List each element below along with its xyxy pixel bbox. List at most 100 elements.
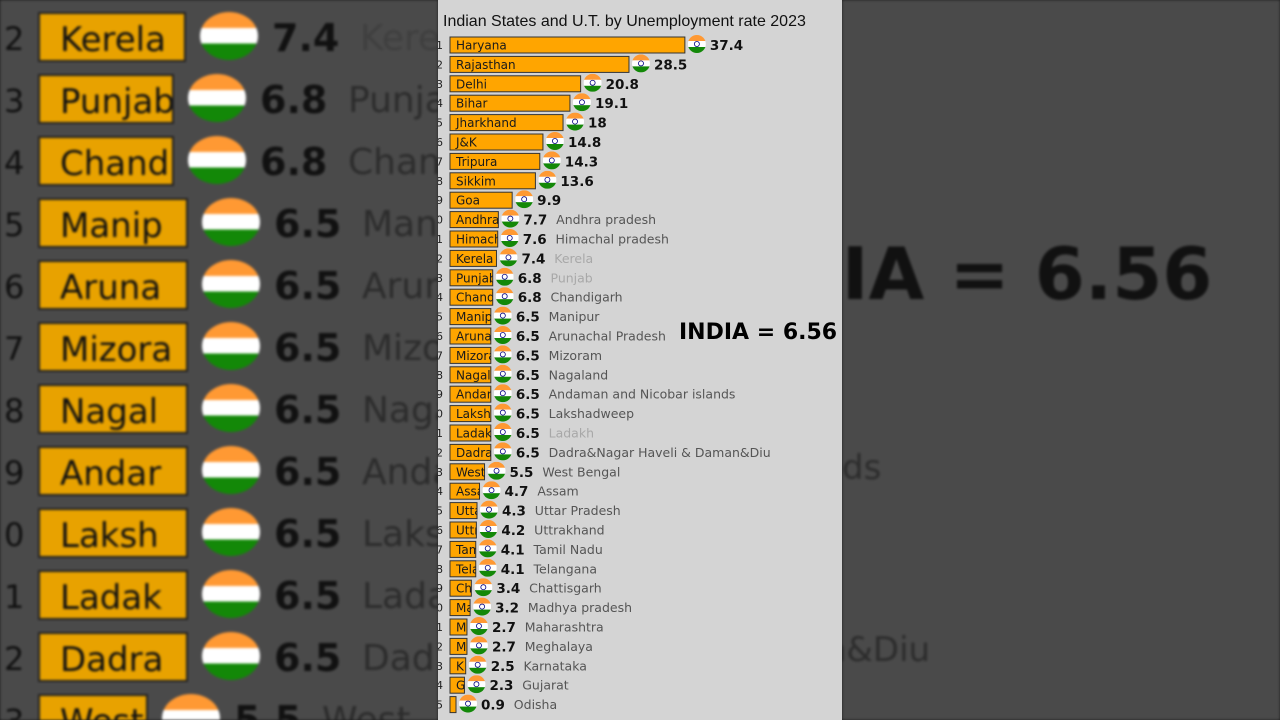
flag-white (480, 506, 499, 513)
india-flag-icon (202, 260, 260, 308)
india-flag-icon (188, 136, 246, 184)
flag-green (487, 473, 506, 480)
bar-row: 9 Ch 3.4 Chattisgarh (438, 578, 602, 597)
india-flag-icon (482, 481, 501, 500)
flag-chakra (507, 215, 514, 222)
india-flag-icon (202, 446, 260, 494)
background-value: 5.5 (234, 698, 302, 720)
bar-label: Kerela (456, 252, 493, 266)
bar-label: Tela (455, 562, 479, 576)
india-flag-icon (202, 570, 260, 618)
bar-label: Punjab (456, 271, 497, 285)
flag-saffron (493, 442, 512, 449)
bar-label: G (456, 679, 465, 693)
bar-label: Dadra (456, 446, 493, 460)
flag-green (500, 241, 519, 247)
bar-row: 4 Assa 4.7 Assam (438, 481, 579, 500)
india-flag-icon (545, 132, 564, 150)
bar-label: Chand (456, 291, 495, 305)
background-value: 6.5 (274, 202, 342, 246)
background-bar-label: Laksh (60, 516, 159, 556)
flag-white (482, 487, 501, 494)
rank-label: 2 (438, 252, 443, 265)
flag-chakra (638, 60, 644, 67)
bar-row: 0 Andhra 7.7 Andhra pradesh (438, 209, 656, 229)
rank-label: 1 (438, 233, 443, 246)
bar-row: 1 Ladak 6.5 Ladakh (438, 423, 594, 442)
flag-green (467, 687, 486, 694)
bar (449, 211, 499, 229)
category-name: Dadra&Nagar Haveli & Daman&Diu (549, 445, 771, 460)
background-value: 6.5 (274, 512, 342, 556)
bar-row: 4 G 2.3 Gujarat (438, 675, 569, 694)
bar-row: 4 Bihar 19.1 (438, 93, 628, 112)
bar-row: 1 M 2.7 Maharashtra (438, 617, 604, 636)
bar (449, 502, 478, 520)
bar-label: West (456, 465, 486, 479)
background-name: Aruna (362, 266, 438, 307)
flag-green (495, 299, 514, 306)
rank-label: 3 (438, 78, 443, 91)
flag-saffron (566, 112, 585, 119)
flag-white (495, 273, 514, 280)
india-flag-icon (202, 322, 260, 370)
background-value: 6.5 (274, 326, 342, 370)
flag-green (499, 260, 518, 267)
bar-row: 9 Andam 6.5 Andaman and Nicobar islands (438, 384, 735, 403)
bar-row: 6 Uttr 4.2 Uttrakhand (438, 520, 605, 539)
background-value: 6.5 (274, 450, 342, 494)
india-flag-icon (493, 326, 512, 344)
india-flag-icon (493, 442, 512, 461)
flag-chakra (488, 487, 495, 494)
blurred-background-left: 2Kerela7.4Kerela3Punjab6.8Punjab4Chand6.… (0, 0, 438, 720)
flag-saffron (478, 558, 497, 565)
flag-saffron (493, 403, 512, 410)
bar-row: 2 Kerela 7.4 Kerela (438, 248, 593, 267)
flag-white (474, 584, 493, 591)
background-bar: West (38, 694, 148, 720)
value-label: 6.5 (516, 329, 540, 345)
india-flag-icon (188, 74, 246, 122)
rank-label: 8 (438, 175, 443, 188)
background-name: Kerela (360, 18, 438, 59)
bar (449, 114, 564, 132)
flag-saffron (493, 423, 512, 429)
flag-green (515, 202, 534, 209)
bar-row: 2 Dadra 6.5 Dadra&Nagar Haveli & Daman&Diu (438, 442, 771, 461)
value-label: 6.5 (516, 387, 540, 403)
background-bar: Aruna (38, 260, 188, 310)
bar-row: 0 Laksh 6.5 Lakshadweep (438, 403, 634, 423)
value-label: 4.1 (501, 542, 525, 558)
bar (449, 676, 465, 694)
bar-label: Ladak (456, 427, 492, 441)
india-flag-icon (469, 636, 488, 655)
value-label: 6.5 (516, 348, 540, 364)
flag-green (493, 435, 512, 441)
flag-chakra (579, 99, 585, 106)
india-flag-icon (480, 500, 499, 519)
value-label: 6.5 (516, 407, 540, 423)
india-flag-icon (202, 508, 260, 556)
flag-white (566, 118, 585, 125)
value-label: 6.8 (518, 290, 542, 306)
india-flag-icon (202, 384, 260, 432)
background-rank: 1 (4, 578, 25, 616)
bar (449, 637, 468, 655)
background-rank: 9 (4, 454, 25, 492)
category-name: Tamil Nadu (533, 542, 603, 557)
bar-chart: 1 Haryana 37.42 Rajasthan 28.53 Delhi 20.84 Bih… (438, 35, 771, 714)
bar (449, 560, 477, 578)
flag-green (480, 512, 499, 519)
value-label: 5.5 (510, 465, 534, 481)
background-bar: Punjab (38, 74, 174, 124)
background-rank: 6 (4, 268, 25, 306)
bar (449, 405, 492, 423)
flag-white (459, 700, 477, 707)
bar (449, 696, 457, 714)
bar-label: Bihar (456, 97, 488, 111)
flag-chakra (521, 196, 528, 203)
flag-green (493, 357, 512, 364)
background-bar: Kerela (38, 12, 186, 62)
bar-label: Manip (456, 310, 492, 324)
category-name: Arunachal Pradesh (549, 329, 666, 344)
